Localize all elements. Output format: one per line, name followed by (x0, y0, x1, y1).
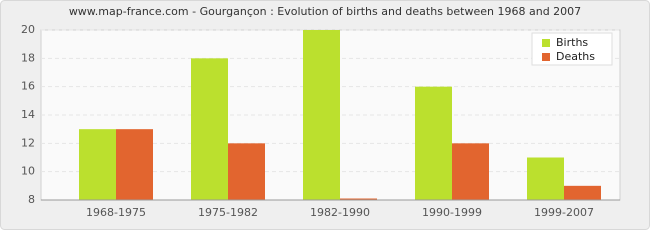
bar (116, 129, 153, 200)
x-tick-label: 1990-1999 (422, 206, 482, 219)
y-tick-label: 16 (21, 80, 35, 93)
chart: www.map-france.com - Gourgançon : Evolut… (0, 0, 650, 230)
legend-label: Deaths (556, 50, 595, 63)
legend-swatch (542, 53, 550, 61)
bar (303, 30, 340, 200)
y-tick-label: 10 (21, 165, 35, 178)
x-tick-label: 1975-1982 (198, 206, 258, 219)
legend-swatch (542, 39, 550, 47)
y-tick-label: 14 (21, 108, 35, 121)
bar (452, 143, 489, 200)
bar (79, 129, 116, 200)
bar (191, 58, 228, 201)
legend-label: Births (556, 36, 588, 49)
bar (527, 157, 564, 200)
bar (415, 86, 452, 200)
bar (340, 198, 377, 200)
y-tick-label: 8 (28, 193, 35, 206)
bar (564, 185, 601, 200)
x-tick-label: 1999-2007 (534, 206, 594, 219)
x-tick-label: 1982-1990 (310, 206, 370, 219)
y-tick-label: 12 (21, 136, 35, 149)
y-tick-label: 18 (21, 51, 35, 64)
chart-title: www.map-france.com - Gourgançon : Evolut… (69, 5, 581, 18)
bar (228, 143, 265, 200)
y-tick-label: 20 (21, 23, 35, 36)
x-tick-label: 1968-1975 (86, 206, 146, 219)
